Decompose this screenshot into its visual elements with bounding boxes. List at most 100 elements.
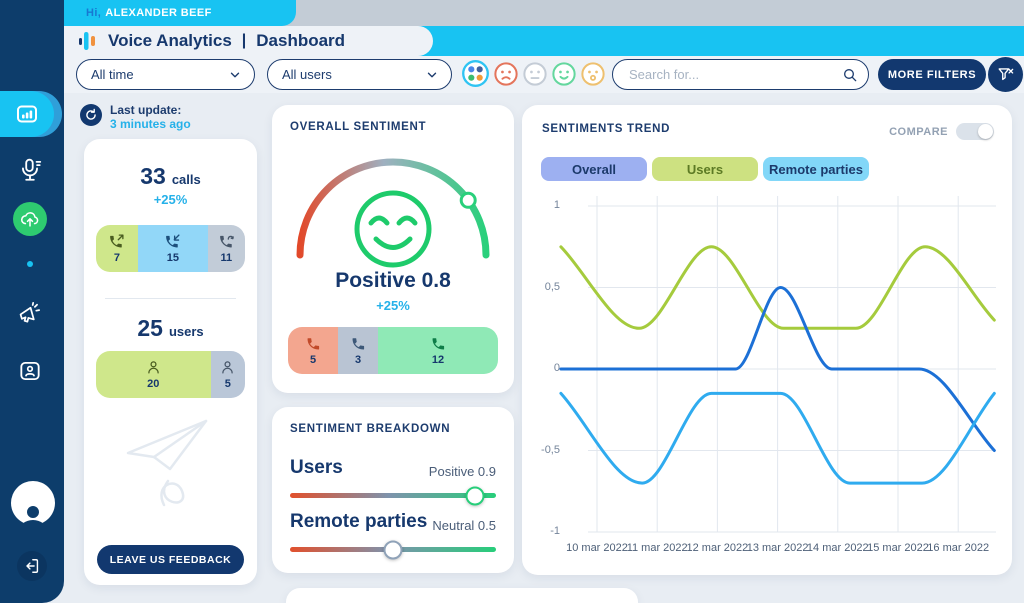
legend-remote-parties[interactable]: Remote parties (763, 157, 869, 181)
slider-knob[interactable] (465, 486, 485, 505)
search-box[interactable] (612, 59, 869, 90)
segment-count: 12 (431, 354, 445, 366)
person-icon (222, 361, 234, 374)
feedback-button[interactable]: LEAVE US FEEDBACK (97, 545, 244, 574)
user-name: ALEXANDER BEEF (105, 7, 212, 19)
phone-icon (352, 338, 364, 350)
app-logo-icon (79, 32, 95, 50)
calls-unit: calls (171, 172, 201, 187)
users-segment-inactive[interactable]: 5 (210, 351, 245, 398)
contact-badge-icon (20, 361, 40, 381)
sentiment-calls-bar: 5 3 12 (288, 327, 498, 374)
more-filters-button[interactable]: MORE FILTERS (878, 59, 986, 90)
app-title-bar: Voice Analytics | Dashboard (64, 26, 433, 56)
positive-sentiment-filter[interactable] (550, 60, 577, 87)
sentiment-segment-negative[interactable]: 5 (288, 327, 338, 374)
page-title: Dashboard (256, 31, 346, 50)
happy-face-icon (551, 61, 576, 86)
phone-icon (307, 338, 319, 350)
calls-total: 33 calls (84, 163, 257, 190)
segment-count: 5 (224, 378, 231, 390)
sentiment-breakdown-card: SENTIMENT BREAKDOWN Users Positive 0.9 R… (272, 407, 514, 573)
time-filter-value: All time (91, 67, 134, 82)
all-sentiments-icon (462, 60, 489, 87)
title-separator: | (241, 32, 247, 49)
overall-sentiment-card: OVERALL SENTIMENT Positive 0.8 +25% 5 (272, 105, 514, 393)
clear-filters-button[interactable] (988, 57, 1023, 92)
paper-plane-doodle (126, 419, 208, 507)
users-breakdown-bar: 20 5 (96, 351, 245, 398)
stats-card: 33 calls +25% 7 15 (84, 139, 257, 585)
overall-sentiment-value: Positive 0.8 (335, 269, 451, 292)
user-avatar[interactable] (10, 480, 56, 526)
sentiments-trend-title: SENTIMENTS TREND (542, 123, 671, 135)
search-input[interactable] (627, 66, 842, 83)
legend-overall[interactable]: Overall (541, 157, 647, 181)
incoming-call-icon (166, 234, 180, 248)
greeting-tab: Hi, ALEXANDER BEEF (64, 0, 296, 26)
segment-count: 7 (113, 252, 121, 264)
breakdown-row-label: Users (290, 457, 343, 478)
series-users (559, 245, 996, 330)
toggle-knob (978, 124, 993, 139)
segment-count: 15 (166, 252, 179, 264)
sentiment-gauge (296, 158, 490, 268)
logout-button[interactable] (17, 551, 47, 581)
calls-segment-missed[interactable]: 11 (207, 225, 245, 272)
filter-clear-icon (998, 68, 1014, 81)
breakdown-row-label: Remote parties (290, 511, 428, 532)
time-filter-select[interactable]: All time (76, 59, 255, 90)
cloud-upload-icon (20, 212, 39, 227)
breakdown-row-value: Positive 0.9 (428, 464, 496, 479)
sentiment-breakdown-title: SENTIMENT BREAKDOWN (290, 423, 451, 435)
overall-sentiment-delta: +25% (376, 298, 410, 313)
sidebar-item-upload[interactable] (13, 202, 47, 236)
segment-count: 20 (147, 378, 160, 390)
microphone-icon (22, 158, 42, 181)
outgoing-call-icon (110, 234, 125, 248)
compare-toggle[interactable] (956, 123, 994, 140)
phone-icon (432, 338, 444, 350)
sidebar-nav (0, 0, 64, 603)
user-filter-select[interactable]: All users (267, 59, 452, 90)
segment-count: 5 (309, 354, 317, 366)
compare-label: COMPARE (889, 126, 948, 138)
bar-chart-icon (17, 105, 37, 123)
users-segment-active[interactable]: 20 (96, 351, 211, 398)
sentiment-segment-neutral[interactable]: 3 (338, 327, 378, 374)
calls-segment-incoming[interactable]: 15 (137, 225, 208, 272)
person-icon (148, 361, 159, 374)
users-unit: users (168, 324, 204, 339)
divider (105, 298, 236, 299)
logout-icon (26, 559, 39, 573)
gauge-knob[interactable] (459, 191, 477, 209)
sentiments-trend-card: SENTIMENTS TREND COMPARE Overall Users R… (522, 105, 1012, 575)
users-total: 25 users (84, 315, 257, 342)
chevron-down-icon (230, 72, 240, 77)
sidebar-item-recordings[interactable] (13, 153, 47, 187)
slider-knob[interactable] (383, 540, 403, 559)
trend-line-chart (559, 196, 996, 533)
chevron-down-icon (427, 72, 437, 77)
missed-call-icon (220, 235, 234, 248)
greeting-prefix: Hi, (86, 7, 102, 19)
megaphone-icon (19, 302, 40, 323)
negative-sentiment-filter[interactable] (492, 60, 519, 87)
surprised-sentiment-filter[interactable] (579, 60, 606, 87)
neutral-sentiment-filter[interactable] (521, 60, 548, 87)
next-card-partial (286, 588, 638, 603)
segment-count: 11 (220, 252, 233, 264)
breakdown-row-value: Neutral 0.5 (432, 518, 496, 533)
sidebar-item-dashboard[interactable] (0, 91, 54, 137)
sidebar-item-announcements[interactable] (13, 298, 47, 332)
sentiment-segment-positive[interactable]: 12 (378, 327, 498, 374)
refresh-icon[interactable] (80, 104, 102, 126)
all-sentiments-filter[interactable] (462, 60, 489, 87)
avatar-logo-icon (11, 481, 55, 526)
legend-users[interactable]: Users (652, 157, 758, 181)
sad-face-icon (493, 61, 518, 86)
series-remote-parties (559, 391, 996, 485)
calls-segment-outgoing[interactable]: 7 (96, 225, 138, 272)
sidebar-item-contacts[interactable] (13, 354, 47, 388)
